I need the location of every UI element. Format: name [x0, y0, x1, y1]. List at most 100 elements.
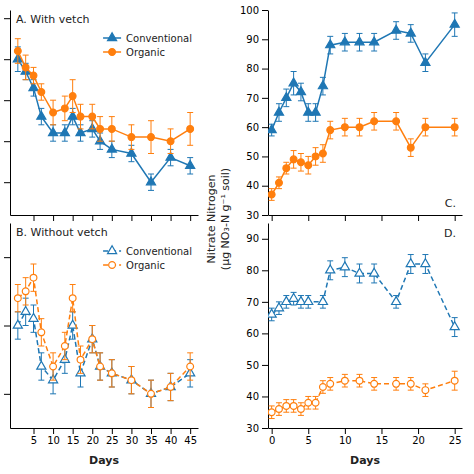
tick-label: 10	[47, 435, 60, 446]
tick-label: 40	[246, 180, 259, 191]
point	[421, 57, 430, 65]
tick-label: 5	[306, 435, 312, 446]
tick: 40	[246, 180, 268, 191]
tick-mark	[262, 428, 268, 429]
axis-line	[11, 428, 199, 429]
point	[320, 150, 327, 157]
panel: 30405060708090100C.Nitrate Nitrogen(μg N…	[205, 5, 463, 270]
tick	[272, 215, 273, 221]
error-bar	[15, 39, 21, 64]
error-bar	[128, 367, 134, 394]
error-bar	[276, 177, 282, 189]
point	[451, 124, 458, 131]
point	[406, 259, 415, 267]
point	[69, 295, 76, 302]
tick-mark	[73, 215, 74, 221]
error-bar	[276, 403, 282, 416]
tick-mark	[151, 215, 152, 221]
series-line	[272, 25, 455, 130]
point	[38, 89, 45, 96]
point	[298, 406, 305, 413]
y-axis	[4, 224, 11, 429]
tick-label: 40	[165, 435, 178, 446]
legend-label: Conventional	[126, 33, 192, 44]
tick: 10	[339, 428, 352, 446]
error-bar	[23, 278, 29, 305]
tick-label: 60	[246, 122, 259, 133]
tick-mark	[92, 215, 93, 221]
point	[356, 124, 363, 131]
point	[60, 128, 69, 136]
error-bar	[320, 145, 326, 163]
point	[167, 138, 174, 145]
point	[276, 179, 283, 186]
tick-label: 20	[412, 435, 425, 446]
tick-label: 15	[376, 435, 389, 446]
panel-title: D.	[444, 227, 456, 240]
x-axis	[11, 215, 199, 221]
tick-mark	[262, 98, 268, 99]
y-axis: 30405060708090100	[240, 5, 269, 221]
tick-mark	[262, 186, 268, 187]
tick-mark	[262, 365, 268, 366]
point	[50, 363, 57, 370]
tick-label: 60	[246, 328, 259, 339]
error-bar	[70, 285, 76, 312]
legend: ConventionalOrganic	[103, 246, 192, 271]
point	[393, 380, 400, 387]
error-bar	[452, 371, 458, 390]
error-bar	[70, 80, 76, 113]
tick-mark	[131, 215, 132, 221]
tick: 15	[67, 428, 80, 446]
tick: 30	[246, 423, 268, 434]
tick: 40	[165, 428, 178, 446]
tick-mark	[345, 215, 346, 221]
point	[421, 259, 430, 267]
tick-label: 25	[449, 435, 462, 446]
point	[49, 128, 58, 136]
error-bar	[128, 125, 134, 150]
error-bar	[78, 104, 84, 129]
point	[187, 126, 194, 133]
tick: 60	[246, 122, 268, 133]
axis-line	[11, 215, 199, 216]
point	[318, 81, 327, 89]
tick-label: 30	[126, 435, 139, 446]
tick	[4, 59, 10, 60]
error-bar	[393, 113, 399, 131]
point	[371, 380, 378, 387]
tick	[73, 215, 74, 221]
error-bar	[109, 360, 115, 387]
legend-label: Organic	[126, 47, 165, 58]
point	[450, 19, 459, 27]
panel-title: C.	[445, 197, 456, 210]
tick	[381, 215, 382, 221]
point	[187, 363, 194, 370]
error-bar	[305, 396, 311, 409]
tick-mark	[171, 428, 172, 434]
legend-symbol	[109, 262, 116, 269]
series-line	[272, 381, 455, 413]
point	[355, 37, 364, 45]
error-bar	[357, 118, 363, 136]
tick-mark	[262, 396, 268, 397]
tick-label: 25	[106, 435, 119, 446]
point	[37, 361, 46, 369]
point	[14, 48, 21, 55]
tick-label: 30	[246, 210, 259, 221]
legend-item: Organic	[103, 260, 165, 271]
error-bar	[97, 353, 103, 380]
x-axis: 51015202530354045	[11, 428, 199, 446]
series-line	[272, 121, 455, 194]
tick-mark	[262, 239, 268, 240]
point	[268, 125, 276, 133]
tick: 5	[306, 428, 312, 446]
tick-mark	[131, 428, 132, 434]
error-bar	[342, 374, 348, 387]
error-bar	[168, 129, 174, 154]
tick: 20	[86, 428, 99, 446]
plot-area	[13, 39, 194, 191]
legend-label: Organic	[126, 260, 165, 271]
error-bar	[62, 332, 68, 359]
tick-mark	[455, 215, 456, 221]
